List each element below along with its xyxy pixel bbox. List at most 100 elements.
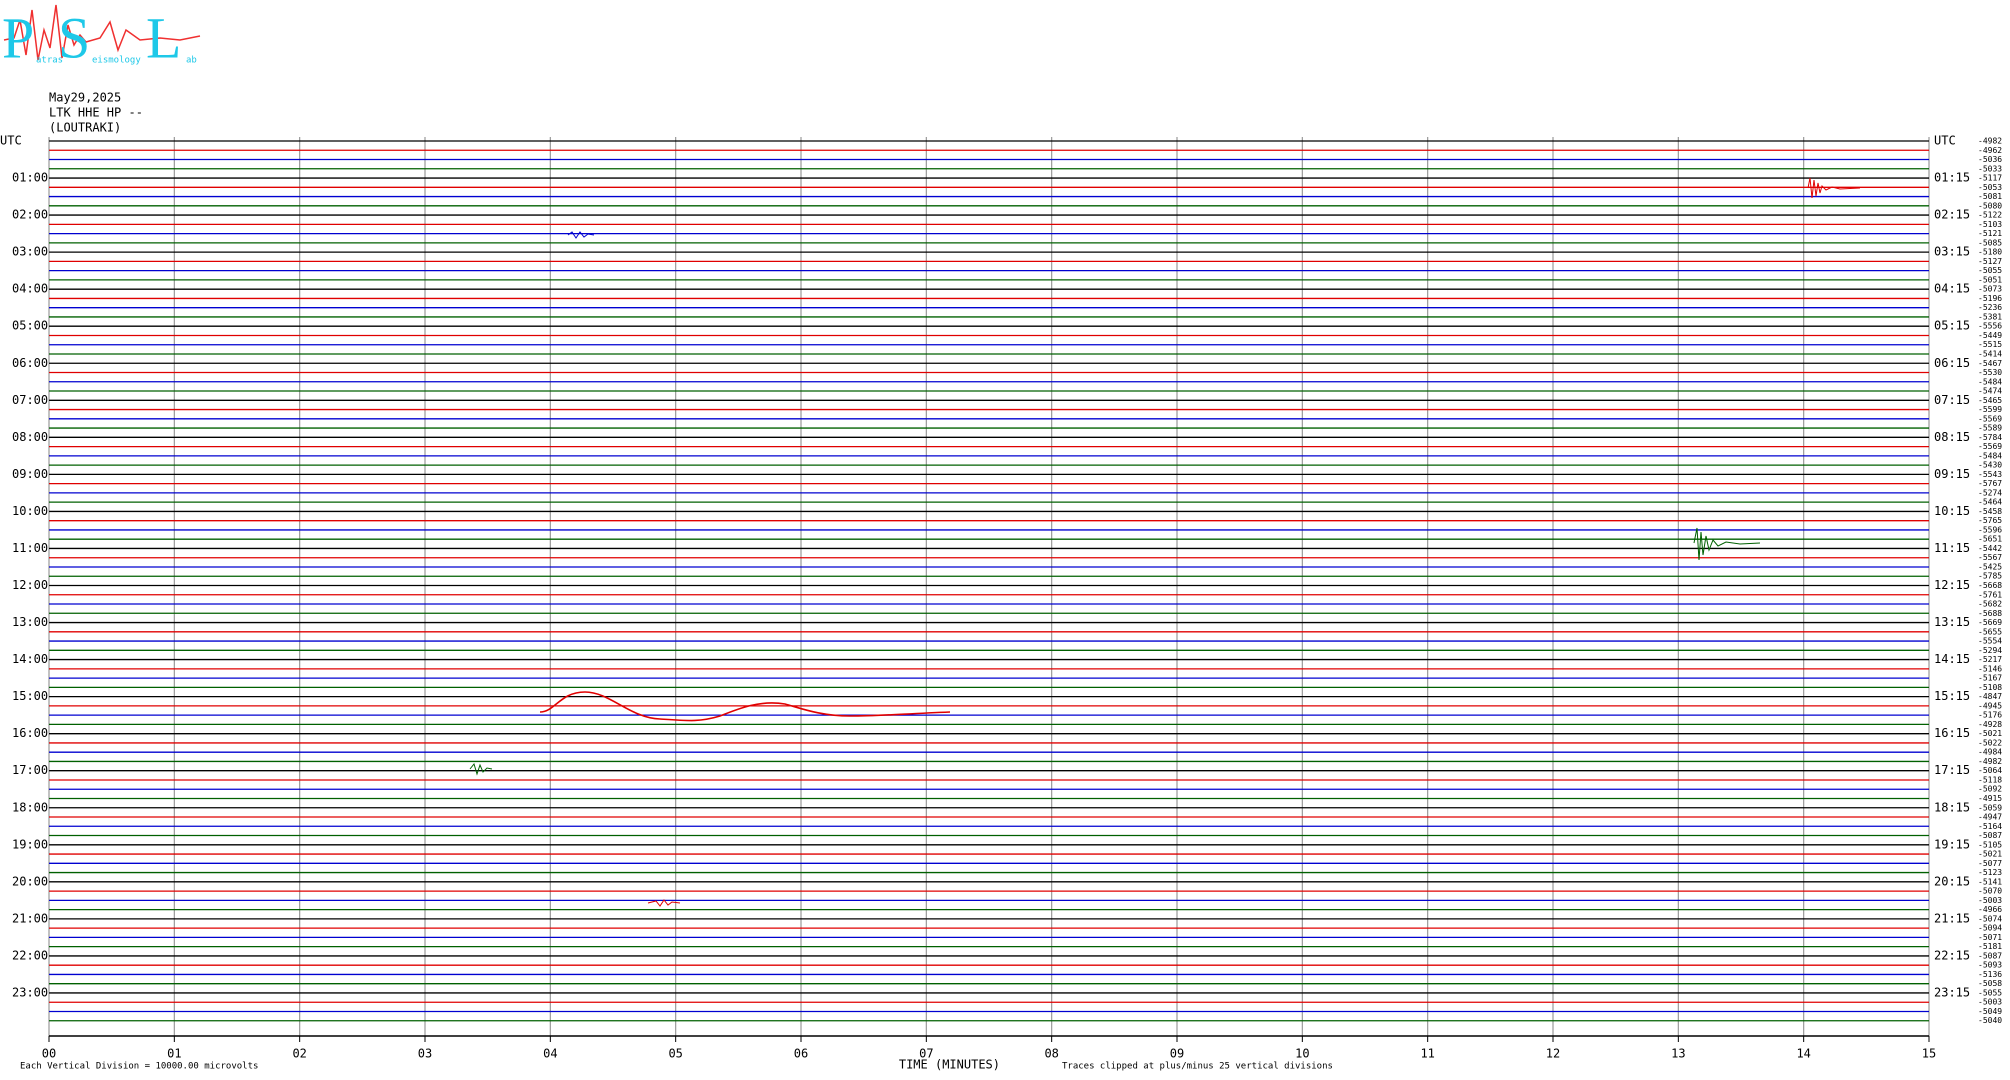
- trace-offset: -5761: [1978, 590, 2002, 599]
- hour-label: 16:00: [12, 726, 48, 740]
- hour-label: 01:15: [1934, 171, 1970, 185]
- hour-label: 23:00: [12, 985, 48, 999]
- trace-offset: -5121: [1978, 229, 2002, 238]
- trace-offset: -5118: [1978, 775, 2002, 784]
- hour-label: 19:00: [12, 837, 48, 851]
- hour-label: 11:00: [12, 541, 48, 555]
- trace-offset: -5180: [1978, 248, 2002, 257]
- hour-label: 06:00: [12, 356, 48, 370]
- scale-note: Each Vertical Division = 10000.00 microv…: [20, 1062, 258, 1072]
- hour-label: 03:15: [1934, 245, 1970, 259]
- hour-label: 03:00: [12, 245, 48, 259]
- trace-offset: -5117: [1978, 174, 2002, 183]
- trace-offset: -5381: [1978, 312, 2002, 321]
- hour-label: 09:15: [1934, 467, 1970, 481]
- trace-offset: -5430: [1978, 461, 2002, 470]
- hour-label: 14:15: [1934, 652, 1970, 666]
- trace-offset: -5599: [1978, 405, 2002, 414]
- trace-offset: -5058: [1978, 979, 2002, 988]
- trace-offset: -5053: [1978, 183, 2002, 192]
- logo-small: eismology: [92, 56, 141, 66]
- trace-offset: -5071: [1978, 933, 2002, 942]
- hour-label: 10:00: [12, 504, 48, 518]
- hour-label: 22:00: [12, 948, 48, 962]
- hour-label: 13:00: [12, 615, 48, 629]
- hour-label: 01:00: [12, 171, 48, 185]
- hour-label: 14:00: [12, 652, 48, 666]
- trace-offset: -5003: [1978, 896, 2002, 905]
- traces: 00 01 02 03 04 05 06 07 08 09 10 11 12 13 14 15-4982-49…: [0, 134, 2002, 1061]
- trace-offset: -5196: [1978, 294, 2002, 303]
- trace-offset: -5081: [1978, 192, 2002, 201]
- hour-label: 13:15: [1934, 615, 1970, 629]
- hour-label: 21:00: [12, 911, 48, 925]
- x-tick-label: 06: [794, 1047, 808, 1061]
- hour-label: 20:15: [1934, 874, 1970, 888]
- trace-offset: -5464: [1978, 498, 2002, 507]
- hour-label: 02:00: [12, 208, 48, 222]
- trace-offset: -5569: [1978, 414, 2002, 423]
- hour-label: 19:15: [1934, 837, 1970, 851]
- hour-label: 23:15: [1934, 985, 1970, 999]
- trace-offset: -5467: [1978, 359, 2002, 368]
- trace-offset: -5087: [1978, 951, 2002, 960]
- hour-label: 04:00: [12, 282, 48, 296]
- hour-label: 05:00: [12, 319, 48, 333]
- trace-offset: -4966: [1978, 905, 2002, 914]
- hour-label: 21:15: [1934, 911, 1970, 925]
- events: [469, 177, 1861, 907]
- trace-offset: -5669: [1978, 618, 2002, 627]
- trace-offset: -5414: [1978, 349, 2002, 358]
- trace-offset: -5036: [1978, 155, 2002, 164]
- trace-offset: -4982: [1978, 757, 2002, 766]
- event-burst: [469, 762, 493, 776]
- hour-label: 08:00: [12, 430, 48, 444]
- trace-offset: -5059: [1978, 803, 2002, 812]
- trace-offset: -5103: [1978, 220, 2002, 229]
- trace-offset: -5767: [1978, 479, 2002, 488]
- trace-offset: -5569: [1978, 442, 2002, 451]
- x-tick-label: 03: [418, 1047, 432, 1061]
- trace-offset: -5141: [1978, 877, 2002, 886]
- trace-offset: -4945: [1978, 701, 2002, 710]
- trace-offset: -5651: [1978, 535, 2002, 544]
- x-tick-label: 14: [1796, 1047, 1810, 1061]
- trace-offset: -5093: [1978, 961, 2002, 970]
- x-tick-label: 07: [919, 1047, 933, 1061]
- trace-offset: -5465: [1978, 396, 2002, 405]
- trace-offset: -5055: [1978, 266, 2002, 275]
- trace-offset: -5085: [1978, 238, 2002, 247]
- x-tick-label: 08: [1044, 1047, 1058, 1061]
- hour-label: 08:15: [1934, 430, 1970, 444]
- trace-offset: -5003: [1978, 998, 2002, 1007]
- trace-offset: -5105: [1978, 840, 2002, 849]
- logo-wave: [3, 4, 201, 61]
- trace-offset: -5122: [1978, 211, 2002, 220]
- station: LTK HHE HP --: [49, 106, 143, 120]
- hour-label: 15:00: [12, 689, 48, 703]
- trace-offset: -5181: [1978, 942, 2002, 951]
- trace-offset: -5127: [1978, 257, 2002, 266]
- trace-offset: -5123: [1978, 868, 2002, 877]
- x-tick-label: 09: [1170, 1047, 1184, 1061]
- trace-offset: -5784: [1978, 433, 2002, 442]
- trace-offset: -5033: [1978, 164, 2002, 173]
- clip-note: Traces clipped at plus/minus 25 vertical…: [1062, 1062, 1333, 1072]
- logo-small: atras: [36, 56, 63, 66]
- trace-offset: -5785: [1978, 572, 2002, 581]
- hour-label: 12:00: [12, 578, 48, 592]
- hour-label: 18:00: [12, 800, 48, 814]
- x-tick-label: 13: [1671, 1047, 1685, 1061]
- trace-offset: -5688: [1978, 609, 2002, 618]
- x-axis-label: TIME (MINUTES): [899, 1058, 1000, 1072]
- trace-offset: -4962: [1978, 146, 2002, 155]
- hour-label: 12:15: [1934, 578, 1970, 592]
- trace-offset: -5051: [1978, 275, 2002, 284]
- trace-offset: -4984: [1978, 748, 2002, 757]
- trace-offset: -5596: [1978, 525, 2002, 534]
- trace-offset: -5530: [1978, 368, 2002, 377]
- trace-offset: -5554: [1978, 637, 2002, 646]
- trace-offset: -5543: [1978, 470, 2002, 479]
- trace-offset: -5146: [1978, 664, 2002, 673]
- trace-offset: -5070: [1978, 887, 2002, 896]
